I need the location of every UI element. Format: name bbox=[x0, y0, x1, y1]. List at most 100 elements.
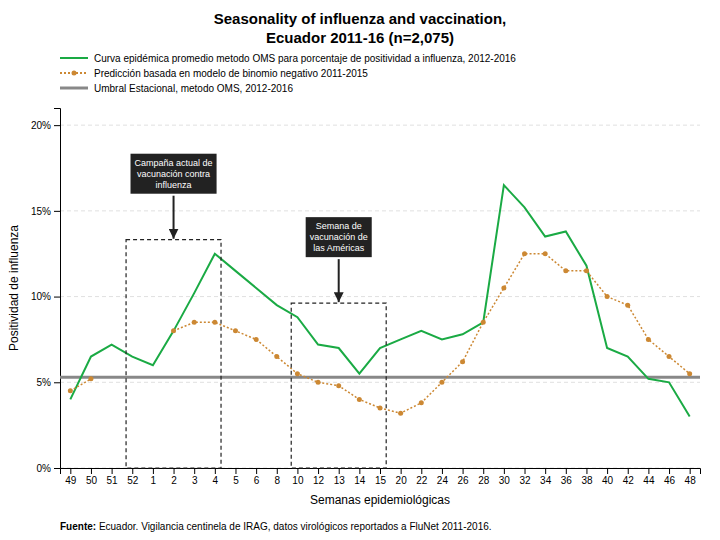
y-tick-label: 0% bbox=[37, 463, 52, 474]
x-tick-mark bbox=[174, 468, 175, 474]
x-tick-mark bbox=[194, 468, 195, 474]
legend-swatch bbox=[60, 87, 88, 90]
series-point bbox=[667, 354, 672, 359]
x-tick: 5 bbox=[233, 468, 239, 486]
x-tick: 8 bbox=[274, 468, 280, 486]
x-tick-label: 44 bbox=[643, 475, 655, 486]
chart: Seasonality of influenza and vaccination… bbox=[0, 0, 720, 540]
x-tick: 10 bbox=[292, 468, 304, 486]
x-tick: 46 bbox=[664, 468, 676, 486]
y-tick-mark bbox=[54, 382, 60, 383]
x-tick-label: 51 bbox=[107, 475, 119, 486]
x-axis-line bbox=[61, 469, 701, 475]
x-tick-mark bbox=[669, 468, 670, 474]
x-tick: 30 bbox=[499, 468, 511, 486]
x-tick-label: 36 bbox=[561, 475, 573, 486]
series-point bbox=[543, 251, 548, 256]
x-tick-mark bbox=[628, 468, 629, 474]
legend-item: Curva epidémica promedio metodo OMS para… bbox=[60, 53, 516, 64]
x-tick: 50 bbox=[86, 468, 98, 486]
series-point bbox=[584, 268, 589, 273]
y-tick: 20% bbox=[31, 120, 60, 131]
x-tick: 32 bbox=[519, 468, 531, 486]
x-axis-title: Semanas epidemiológicas bbox=[310, 493, 450, 507]
x-tick-mark bbox=[607, 468, 608, 474]
x-tick-mark bbox=[297, 468, 298, 474]
legend-label: Curva epidémica promedio metodo OMS para… bbox=[94, 53, 516, 64]
series-point bbox=[605, 294, 610, 299]
data-marks bbox=[60, 185, 700, 416]
series-point bbox=[295, 371, 300, 376]
grid-line bbox=[60, 125, 700, 126]
x-tick-label: 46 bbox=[664, 475, 676, 486]
series-point bbox=[625, 303, 630, 308]
x-tick: 22 bbox=[416, 468, 428, 486]
x-tick-label: 14 bbox=[354, 475, 366, 486]
legend-label: Predicción basada en modelo de binomio n… bbox=[94, 68, 368, 79]
x-tick-label: 28 bbox=[478, 475, 490, 486]
x-tick: 6 bbox=[254, 468, 260, 486]
x-tick: 42 bbox=[623, 468, 635, 486]
series-point bbox=[460, 359, 465, 364]
x-tick-mark bbox=[483, 468, 484, 474]
y-tick-mark bbox=[54, 468, 60, 469]
x-tick-mark bbox=[256, 468, 257, 474]
y-axis-title: Positividad de influenza bbox=[7, 225, 21, 351]
x-tick-label: 1 bbox=[151, 475, 157, 486]
series-point bbox=[481, 320, 486, 325]
x-tick-mark bbox=[586, 468, 587, 474]
legend-item: Predicción basada en modelo de binomio n… bbox=[60, 68, 368, 79]
x-tick-mark bbox=[112, 468, 113, 474]
x-tick: 2 bbox=[171, 468, 177, 486]
x-tick: 12 bbox=[313, 468, 325, 486]
series-point bbox=[336, 383, 341, 388]
annotations: Campaña actual devacunación contrainflue… bbox=[126, 154, 386, 468]
grid bbox=[60, 125, 700, 468]
y-tick: 5% bbox=[37, 377, 60, 388]
y-tick: 15% bbox=[31, 206, 60, 217]
x-tick-label: 40 bbox=[602, 475, 614, 486]
annotation-text: Campaña actual devacunación contrainflue… bbox=[135, 158, 213, 190]
x-tick-label: 48 bbox=[685, 475, 697, 486]
x-tick-mark bbox=[525, 468, 526, 474]
series-point bbox=[212, 320, 217, 325]
series-point bbox=[646, 337, 651, 342]
x-tick-label: 49 bbox=[65, 475, 77, 486]
y-tick-label: 20% bbox=[31, 120, 51, 131]
source: Fuente: Ecuador. Vigilancia centinela de… bbox=[60, 521, 492, 532]
source-label: Fuente: bbox=[60, 521, 96, 532]
x-tick-label: 42 bbox=[623, 475, 635, 486]
x-tick: 38 bbox=[581, 468, 593, 486]
series-point bbox=[68, 388, 73, 393]
x-tick: 14 bbox=[354, 468, 366, 486]
x-tick-label: 24 bbox=[437, 475, 449, 486]
legend-label: Umbral Estacional, metodo OMS, 2012-2016 bbox=[94, 83, 293, 94]
series-line bbox=[70, 254, 689, 413]
series-point bbox=[192, 320, 197, 325]
x-tick-mark bbox=[690, 468, 691, 474]
legend: Curva epidémica promedio metodo OMS para… bbox=[60, 53, 516, 94]
series-point bbox=[501, 286, 506, 291]
source-text: Ecuador. Vigilancia centinela de IRAG, d… bbox=[96, 521, 491, 532]
series-point bbox=[439, 380, 444, 385]
annotation-background bbox=[131, 154, 217, 194]
series-point bbox=[88, 376, 93, 381]
x-tick: 24 bbox=[437, 468, 449, 486]
x-tick-mark bbox=[504, 468, 505, 474]
x-tick-label: 5 bbox=[233, 475, 239, 486]
y-tick-label: 10% bbox=[31, 291, 51, 302]
series-point bbox=[274, 354, 279, 359]
x-tick-mark bbox=[648, 468, 649, 474]
x-tick-label: 8 bbox=[274, 475, 280, 486]
highlight-box bbox=[291, 303, 386, 468]
series-point bbox=[378, 406, 383, 411]
x-tick: 36 bbox=[561, 468, 573, 486]
x-tick: 49 bbox=[65, 468, 77, 486]
series-point bbox=[357, 397, 362, 402]
x-tick-mark bbox=[132, 468, 133, 474]
x-tick: 48 bbox=[685, 468, 697, 486]
x-tick: 51 bbox=[107, 468, 119, 486]
x-tick-mark bbox=[318, 468, 319, 474]
annotation-background bbox=[306, 217, 372, 257]
x-tick-label: 15 bbox=[375, 475, 387, 486]
